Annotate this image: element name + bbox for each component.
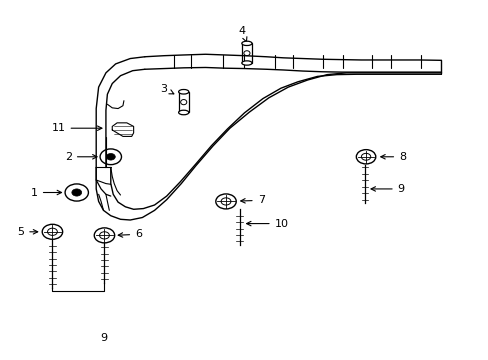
Text: 2: 2	[64, 152, 97, 162]
Ellipse shape	[178, 90, 188, 94]
Text: 10: 10	[246, 219, 288, 229]
Bar	[178, 92, 188, 112]
Text: 4: 4	[238, 26, 246, 42]
Ellipse shape	[178, 110, 188, 115]
Text: 11: 11	[51, 123, 102, 133]
Ellipse shape	[242, 41, 251, 45]
Text: 9: 9	[370, 184, 404, 194]
Circle shape	[72, 189, 81, 196]
Text: 5: 5	[17, 227, 38, 237]
Circle shape	[106, 153, 115, 160]
Text: 3: 3	[161, 84, 173, 94]
Text: 1: 1	[31, 188, 61, 198]
Text: 9: 9	[100, 333, 107, 343]
Text: 7: 7	[240, 195, 264, 205]
Text: 6: 6	[118, 229, 142, 239]
Ellipse shape	[242, 61, 251, 65]
Text: 8: 8	[380, 152, 406, 162]
Bar	[242, 43, 251, 63]
